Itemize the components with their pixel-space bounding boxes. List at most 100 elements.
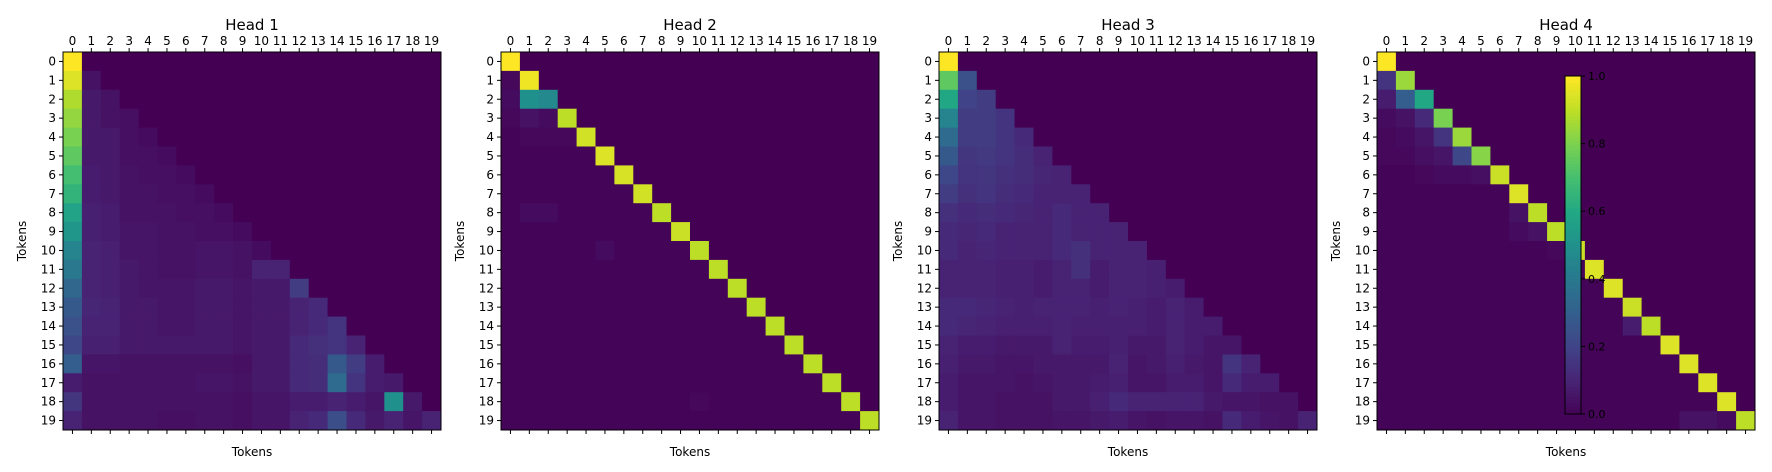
x-tick-label: 9 <box>1553 34 1561 48</box>
heatmap-cell <box>1433 278 1453 299</box>
colorbar-segment <box>1565 386 1581 391</box>
colorbar-segment <box>1565 245 1581 249</box>
heatmap-cell <box>1698 354 1718 374</box>
heatmap-cell <box>289 127 310 147</box>
heatmap-cell <box>1566 411 1586 431</box>
colorbar-segment <box>1565 261 1581 266</box>
heatmap-cell <box>1641 52 1661 72</box>
heatmap-cell <box>957 222 978 242</box>
heatmap-cell <box>652 184 672 204</box>
heatmap-cell <box>939 411 959 431</box>
heatmap-cell <box>957 70 978 91</box>
x-tick-label: 19 <box>862 34 877 48</box>
y-tick-label: 4 <box>48 130 56 144</box>
heatmap-panel-1: Head 10 1 2 3 4 5 6 7 8 9 10 11 12 13 14 15 16 17 18 190123… <box>15 16 442 459</box>
heatmap-cell <box>1052 70 1072 91</box>
heatmap-cell <box>289 222 310 242</box>
heatmap-cell <box>690 411 710 431</box>
heatmap-cell <box>195 316 215 336</box>
heatmap-cell <box>1584 392 1605 412</box>
heatmap-cell <box>252 89 272 110</box>
heatmap-cell <box>1547 354 1567 374</box>
x-tick-label: 19 <box>424 34 439 48</box>
heatmap-cell <box>289 259 310 280</box>
heatmap-cell <box>1071 297 1091 317</box>
heatmap-cell <box>1222 411 1242 431</box>
y-tick-label: 17 <box>41 376 56 390</box>
heatmap-cell <box>233 108 253 128</box>
heatmap-cell <box>1052 297 1072 317</box>
heatmap-cell <box>1679 278 1699 299</box>
heatmap-cell <box>100 89 121 110</box>
heatmap-cell <box>765 316 785 336</box>
heatmap-cell <box>1014 411 1034 431</box>
heatmap-cell <box>1241 52 1261 72</box>
heatmap-cell <box>976 70 997 91</box>
heatmap-cell <box>939 70 959 91</box>
heatmap-cell <box>81 278 102 299</box>
heatmap-cell <box>1377 70 1397 91</box>
heatmap-cell <box>1395 127 1416 147</box>
heatmap-cell <box>100 146 121 166</box>
x-tick-label: 12 <box>730 34 745 48</box>
heatmap-cell <box>727 89 748 110</box>
heatmap-cell <box>365 127 385 147</box>
heatmap-cell <box>1184 52 1204 72</box>
heatmap-cell <box>1146 222 1167 242</box>
heatmap-cell <box>1679 165 1699 185</box>
heatmap-cell <box>595 373 615 393</box>
heatmap-cell <box>538 52 559 72</box>
heatmap-cell <box>690 184 710 204</box>
heatmap-cell <box>81 165 102 185</box>
heatmap-cell <box>1052 165 1072 185</box>
heatmap-cell <box>119 89 139 110</box>
heatmap-cell <box>1260 184 1280 204</box>
heatmap-cell <box>1679 241 1699 261</box>
heatmap-cell <box>1377 108 1397 128</box>
heatmap-cell <box>1528 89 1548 110</box>
colorbar-segment <box>1565 116 1581 121</box>
heatmap-cell <box>595 70 615 91</box>
heatmap-cell <box>652 354 672 374</box>
heatmap-cell <box>501 108 521 128</box>
y-tick-label: 2 <box>486 92 494 106</box>
heatmap-cell <box>995 70 1015 91</box>
heatmap-cell <box>1547 108 1567 128</box>
heatmap-cell <box>119 203 139 223</box>
x-tick-label: 7 <box>1515 34 1523 48</box>
y-axis-label: Tokens <box>891 221 905 262</box>
heatmap-cell <box>233 259 253 280</box>
heatmap-cell <box>176 127 196 147</box>
heatmap-cell <box>822 392 842 412</box>
heatmap-cell <box>365 335 385 355</box>
heatmap-cell <box>841 203 861 223</box>
heatmap-cell <box>784 316 804 336</box>
heatmap-cell <box>995 259 1015 280</box>
heatmap-cell <box>557 392 577 412</box>
heatmap-cell <box>1717 52 1737 72</box>
heatmap-cell <box>119 70 139 91</box>
heatmap-cell <box>1128 259 1148 280</box>
heatmap-cell <box>708 297 729 317</box>
y-tick-label: 10 <box>479 243 494 257</box>
heatmap-cell <box>538 259 559 280</box>
heatmap-cell <box>157 222 177 242</box>
heatmap-cell <box>957 127 978 147</box>
heatmap-cell <box>138 411 158 431</box>
heatmap-cell <box>81 241 102 261</box>
heatmap-cell <box>519 335 540 355</box>
heatmap-cell <box>422 127 442 147</box>
heatmap-cell <box>289 411 310 431</box>
heatmap-cell <box>63 392 83 412</box>
heatmap-cell <box>308 411 328 431</box>
heatmap-cell <box>1395 70 1416 91</box>
heatmap-cell <box>1203 108 1223 128</box>
heatmap-cell <box>765 146 785 166</box>
heatmap-cell <box>270 392 291 412</box>
heatmap-cell <box>403 52 423 72</box>
heatmap-cell <box>63 108 83 128</box>
heatmap-cell <box>1222 278 1242 299</box>
x-tick-label: 5 <box>1039 34 1047 48</box>
heatmap-cell <box>1165 108 1186 128</box>
x-tick-label: 17 <box>386 34 401 48</box>
